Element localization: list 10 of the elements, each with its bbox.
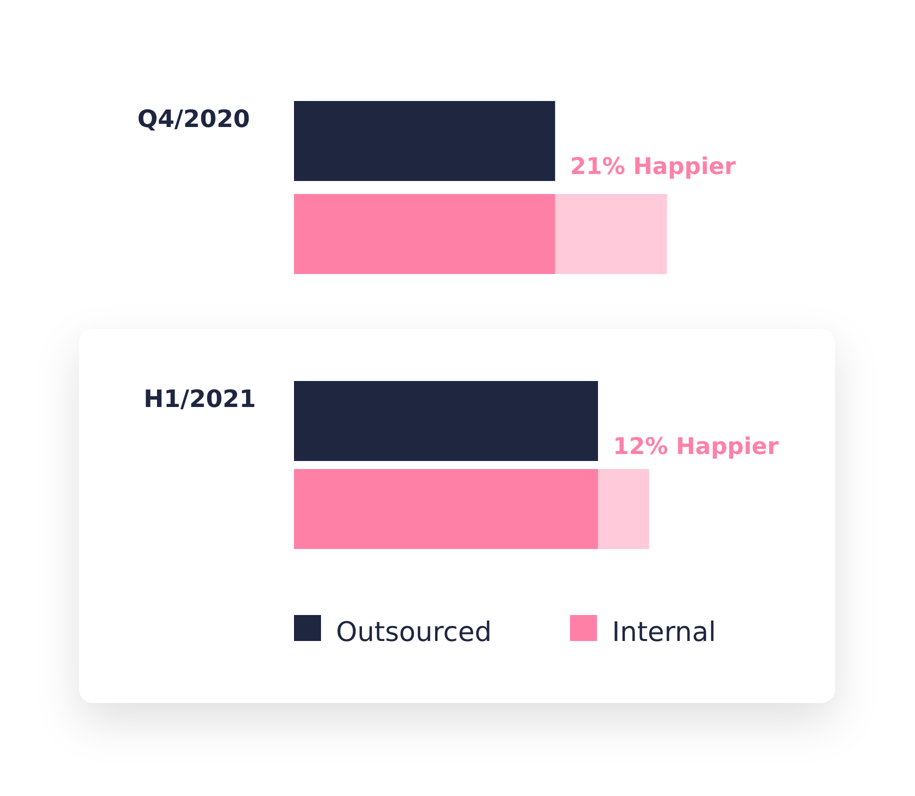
bar	[294, 194, 667, 274]
bar	[294, 381, 598, 461]
bar	[294, 101, 556, 181]
legend-label: Outsourced	[336, 617, 492, 648]
y-tick-label: H1/2021	[144, 385, 256, 413]
annotation: 12% Happier	[612, 434, 780, 460]
bar	[294, 469, 650, 549]
annotation: 21% Happier	[570, 154, 736, 180]
y-tick-label: Q4/2020	[137, 105, 250, 133]
legend-label: Internal	[612, 617, 716, 648]
